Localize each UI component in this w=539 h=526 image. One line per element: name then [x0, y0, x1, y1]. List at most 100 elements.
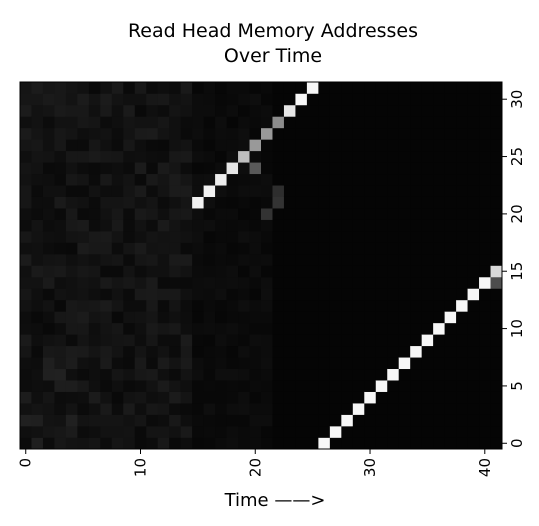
heatmap-cell: [467, 219, 480, 232]
heatmap-cell: [77, 116, 90, 129]
heatmap-cell: [20, 288, 32, 301]
heatmap-cell: [444, 426, 457, 438]
heatmap-cell: [283, 311, 296, 324]
heatmap-cell: [387, 437, 400, 450]
heatmap-cell: [192, 116, 204, 129]
heatmap-cell: [421, 150, 434, 163]
heatmap-cell: [54, 116, 67, 129]
heatmap-cell: [100, 368, 113, 381]
heatmap-cell: [88, 276, 101, 289]
heatmap-cell: [54, 311, 67, 324]
heatmap-cell: [77, 426, 90, 438]
heatmap-cell: [261, 437, 273, 450]
heatmap-cell: [295, 391, 308, 404]
heatmap-cell: [169, 139, 181, 152]
heatmap-cell: [329, 139, 342, 152]
heatmap-cell: [215, 299, 227, 312]
heatmap-cell: [134, 276, 147, 289]
heatmap-cell: [456, 173, 468, 186]
heatmap-cell: [329, 288, 342, 301]
heatmap-cell: [295, 219, 308, 232]
heatmap-cell: [272, 173, 285, 186]
heatmap-cell: [387, 414, 400, 427]
heatmap-cell: [226, 127, 239, 140]
heatmap-cell: [272, 162, 285, 175]
heatmap-cell: [180, 82, 193, 94]
heatmap-cell: [467, 82, 480, 94]
heatmap-cell: [249, 196, 262, 209]
heatmap-cell: [352, 219, 365, 232]
heatmap-cell: [272, 93, 285, 106]
heatmap-cell: [341, 403, 354, 415]
heatmap-cell: [295, 104, 308, 117]
heatmap-cell: [215, 276, 227, 289]
heatmap-cell: [100, 357, 113, 370]
heatmap-cell: [77, 403, 90, 415]
heatmap-cell: [123, 322, 136, 335]
heatmap-cell: [261, 150, 273, 163]
heatmap-cell: [249, 208, 262, 220]
heatmap-cell: [341, 82, 354, 94]
heatmap-cell: [479, 242, 491, 255]
heatmap-cell: [134, 426, 147, 438]
heatmap-cell: [467, 414, 480, 427]
heatmap-cell: [123, 288, 136, 301]
heatmap-cell: [192, 276, 204, 289]
heatmap-cell: [192, 288, 204, 301]
heatmap-cell: [490, 185, 503, 197]
heatmap-cell: [180, 414, 193, 427]
heatmap-cell: [54, 93, 67, 106]
heatmap-cell: [375, 139, 388, 152]
heatmap-cell: [456, 322, 468, 335]
heatmap-cell: [318, 334, 331, 347]
heatmap-cell: [467, 242, 480, 255]
heatmap-cell: [490, 334, 503, 347]
heatmap-cell: [306, 116, 319, 129]
heatmap-cell: [467, 391, 480, 404]
heatmap-cell: [192, 219, 204, 232]
heatmap-cell: [77, 219, 90, 232]
heatmap-cell: [283, 391, 296, 404]
heatmap-cell: [54, 345, 67, 358]
heatmap-cell: [364, 276, 377, 289]
heatmap-cell: [364, 242, 377, 255]
heatmap-cell: [249, 162, 262, 175]
heatmap-cell: [329, 93, 342, 106]
heatmap-cell: [249, 403, 262, 415]
heatmap-cell: [329, 116, 342, 129]
heatmap-cell: [272, 254, 285, 266]
heatmap-cell: [444, 93, 457, 106]
heatmap-cell: [123, 265, 136, 278]
heatmap-cell: [157, 93, 170, 106]
heatmap-cell: [387, 139, 400, 152]
heatmap-cell: [387, 288, 400, 301]
heatmap-cell: [146, 127, 159, 140]
heatmap-cell: [479, 93, 491, 106]
heatmap-cell: [169, 265, 181, 278]
heatmap-cell: [77, 265, 90, 278]
heatmap-cell: [215, 288, 227, 301]
heatmap-cell: [410, 173, 422, 186]
heatmap-cell: [433, 437, 445, 450]
heatmap-cell: [42, 334, 55, 347]
heatmap-cell: [352, 127, 365, 140]
heatmap-cell: [352, 437, 365, 450]
heatmap-cell: [387, 173, 400, 186]
heatmap-cell: [318, 208, 331, 220]
heatmap-cell: [261, 345, 273, 358]
heatmap-cell: [249, 322, 262, 335]
x-tick-label: 20: [246, 458, 264, 477]
heatmap-cell: [261, 380, 273, 392]
heatmap-cell: [467, 162, 480, 175]
heatmap-cell: [111, 150, 124, 163]
heatmap-cell: [111, 345, 124, 358]
heatmap-cell: [398, 196, 411, 209]
heatmap-cell: [295, 196, 308, 209]
heatmap-cell: [180, 231, 193, 243]
heatmap-cell: [31, 426, 44, 438]
heatmap-cell: [100, 173, 113, 186]
heatmap-cell: [283, 368, 296, 381]
heatmap-cell: [54, 185, 67, 197]
heatmap-cell: [329, 426, 342, 438]
heatmap-cell: [134, 311, 147, 324]
